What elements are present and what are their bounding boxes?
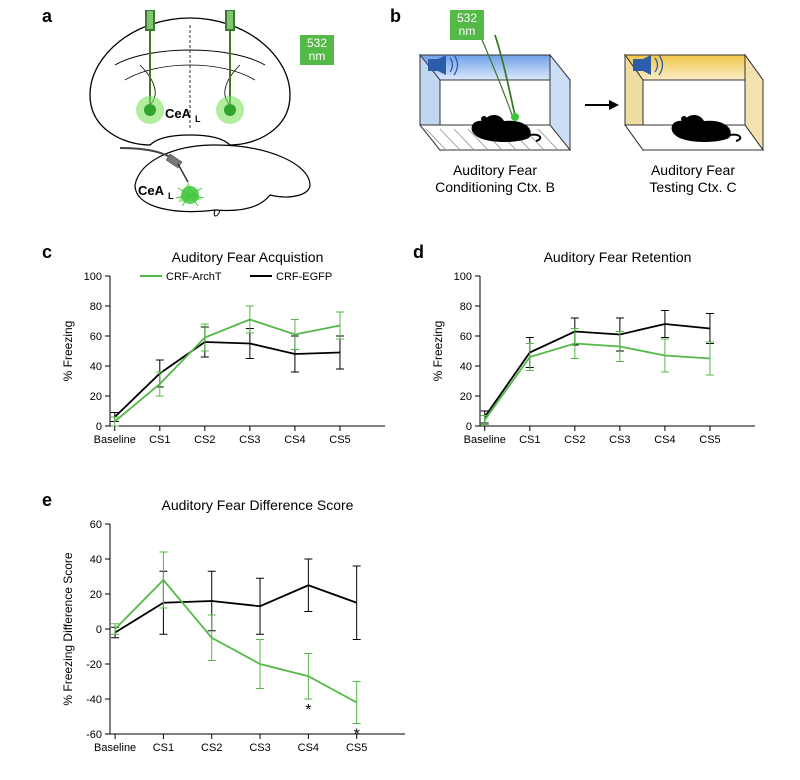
wavelength-tag-a: 532 nm — [300, 35, 334, 65]
svg-text:CRF-ArchT: CRF-ArchT — [166, 271, 222, 283]
panel-e-label: e — [42, 490, 52, 511]
svg-text:CS5: CS5 — [346, 742, 367, 754]
svg-text:0: 0 — [96, 421, 102, 433]
svg-text:L: L — [168, 191, 174, 201]
svg-text:-40: -40 — [86, 694, 102, 706]
panel-a-label: a — [42, 6, 52, 27]
svg-text:100: 100 — [84, 271, 102, 283]
svg-text:Baseline: Baseline — [94, 742, 136, 754]
svg-text:*: * — [305, 702, 311, 719]
svg-text:% Freezing Difference Score: % Freezing Difference Score — [61, 552, 75, 706]
svg-text:Auditory Fear Difference Score: Auditory Fear Difference Score — [162, 497, 354, 513]
svg-text:*: * — [354, 727, 360, 744]
svg-text:CS4: CS4 — [284, 434, 305, 446]
svg-text:60: 60 — [90, 331, 102, 343]
chart-c: Auditory Fear Acquistion 0 20 40 60 80 100 Base… — [55, 248, 395, 458]
svg-text:40: 40 — [90, 554, 102, 566]
svg-text:-60: -60 — [86, 729, 102, 741]
wavelength-tag-b: 532 nm — [450, 10, 484, 40]
svg-text:Auditory Fear: Auditory Fear — [651, 162, 735, 178]
svg-text:% Freezing: % Freezing — [61, 321, 75, 382]
svg-text:Baseline: Baseline — [464, 434, 506, 446]
svg-text:60: 60 — [90, 519, 102, 531]
svg-text:0: 0 — [466, 421, 472, 433]
panel-b-label: b — [390, 6, 401, 27]
svg-text:Conditioning Ctx. B: Conditioning Ctx. B — [435, 179, 555, 195]
svg-text:20: 20 — [90, 391, 102, 403]
wavelength-a-text: 532 nm — [307, 36, 327, 63]
svg-text:CS3: CS3 — [249, 742, 270, 754]
svg-text:-20: -20 — [86, 659, 102, 671]
panel-c-label: c — [42, 242, 52, 263]
panel-a-diagram: CeA L CeA L — [60, 10, 370, 220]
svg-text:CRF-EGFP: CRF-EGFP — [276, 271, 332, 283]
svg-text:CS1: CS1 — [149, 434, 170, 446]
svg-text:CS5: CS5 — [699, 434, 720, 446]
svg-text:CS3: CS3 — [609, 434, 630, 446]
svg-text:CS3: CS3 — [239, 434, 260, 446]
svg-text:40: 40 — [90, 361, 102, 373]
svg-text:Baseline: Baseline — [94, 434, 136, 446]
svg-text:CS4: CS4 — [654, 434, 675, 446]
svg-text:0: 0 — [96, 624, 102, 636]
svg-text:CS5: CS5 — [329, 434, 350, 446]
svg-text:20: 20 — [460, 391, 472, 403]
svg-text:CS1: CS1 — [519, 434, 540, 446]
svg-text:80: 80 — [460, 301, 472, 313]
svg-text:L: L — [195, 114, 201, 124]
svg-text:CS4: CS4 — [298, 742, 319, 754]
svg-text:20: 20 — [90, 589, 102, 601]
svg-text:Auditory Fear Retention: Auditory Fear Retention — [544, 249, 692, 265]
svg-text:Auditory Fear: Auditory Fear — [453, 162, 537, 178]
svg-text:CS2: CS2 — [194, 434, 215, 446]
svg-text:CS2: CS2 — [564, 434, 585, 446]
svg-text:60: 60 — [460, 331, 472, 343]
chart-e: Auditory Fear Difference Score -60 -40 -20 0… — [55, 496, 415, 766]
panel-d-label: d — [413, 242, 424, 263]
svg-text:% Freezing: % Freezing — [431, 321, 445, 382]
svg-text:Auditory Fear Acquistion: Auditory Fear Acquistion — [172, 249, 324, 265]
figure-root: a — [0, 0, 800, 780]
chart-d: Auditory Fear Retention 0 20 40 60 80 100 Basel… — [425, 248, 765, 458]
svg-text:40: 40 — [460, 361, 472, 373]
svg-text:CeA: CeA — [138, 183, 165, 198]
svg-text:CS1: CS1 — [153, 742, 174, 754]
wavelength-b-text: 532 nm — [457, 11, 477, 38]
panel-b-diagram: Auditory Fear Conditioning Ctx. B Audito… — [400, 30, 770, 220]
svg-text:80: 80 — [90, 301, 102, 313]
svg-text:100: 100 — [454, 271, 472, 283]
svg-text:CeA: CeA — [165, 106, 192, 121]
svg-text:CS2: CS2 — [201, 742, 222, 754]
svg-text:Testing Ctx. C: Testing Ctx. C — [649, 179, 736, 195]
